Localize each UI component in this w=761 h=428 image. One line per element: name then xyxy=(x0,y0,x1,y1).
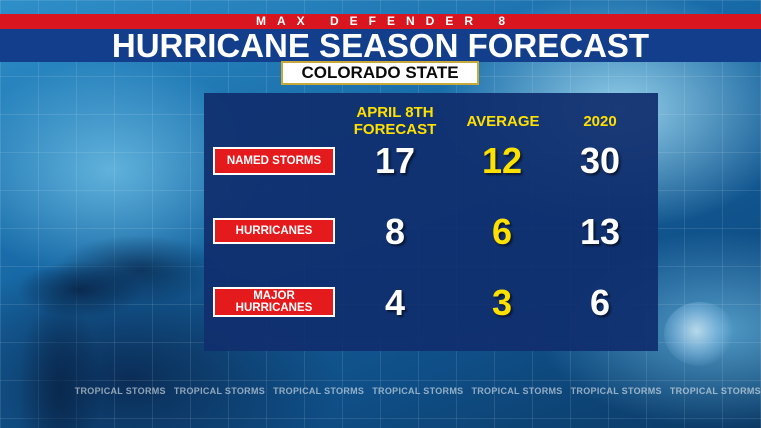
hurricane-swirl-icon xyxy=(664,302,736,366)
brand-text: MAX DEFENDER 8 xyxy=(255,14,516,28)
ticker-item: TROPICAL STORMS xyxy=(273,386,365,396)
value-hurricanes-2020: 13 xyxy=(579,211,621,252)
palm-tree-silhouette xyxy=(0,230,220,428)
ticker-item: TROPICAL STORMS xyxy=(74,386,166,396)
ticker-item: TROPICAL STORMS xyxy=(173,386,266,396)
brand-bar: MAX DEFENDER 8 xyxy=(0,14,761,29)
row-label-major-hurricanes: MAJOR HURRICANES xyxy=(213,287,335,317)
value-major-hurricanes-2020: 6 xyxy=(589,282,611,323)
column-header-april-forecast: APRIL 8TH FORECAST xyxy=(353,104,437,138)
row-label-named-storms: NAMED STORMS xyxy=(213,147,335,175)
ticker-item: TROPICAL STORMS xyxy=(372,386,464,396)
column-header-average: AVERAGE xyxy=(466,113,540,130)
value-hurricanes-forecast: 8 xyxy=(384,211,406,252)
row-label-hurricanes: HURRICANES xyxy=(213,218,335,244)
value-major-hurricanes-forecast: 4 xyxy=(384,282,406,323)
value-named-storms-2020: 30 xyxy=(579,140,621,181)
ticker-item: TROPICAL STORMS xyxy=(570,386,662,396)
page-title: HURRICANE SEASON FORECAST xyxy=(111,27,650,64)
column-header-2020: 2020 xyxy=(583,113,617,130)
ticker-item: TROPICAL STORMS xyxy=(471,386,563,396)
bottom-ticker: TROPICAL STORMS TROPICAL STORMS TROPICAL… xyxy=(0,384,761,398)
value-major-hurricanes-average: 3 xyxy=(491,282,513,323)
source-label: COLORADO STATE xyxy=(281,61,479,85)
value-hurricanes-average: 6 xyxy=(491,211,513,252)
value-named-storms-forecast: 17 xyxy=(374,140,416,181)
title-bar: HURRICANE SEASON FORECAST xyxy=(0,29,761,62)
source-text: COLORADO STATE xyxy=(301,63,459,82)
ticker-item: TROPICAL STORMS xyxy=(669,386,761,396)
value-named-storms-average: 12 xyxy=(481,140,523,181)
